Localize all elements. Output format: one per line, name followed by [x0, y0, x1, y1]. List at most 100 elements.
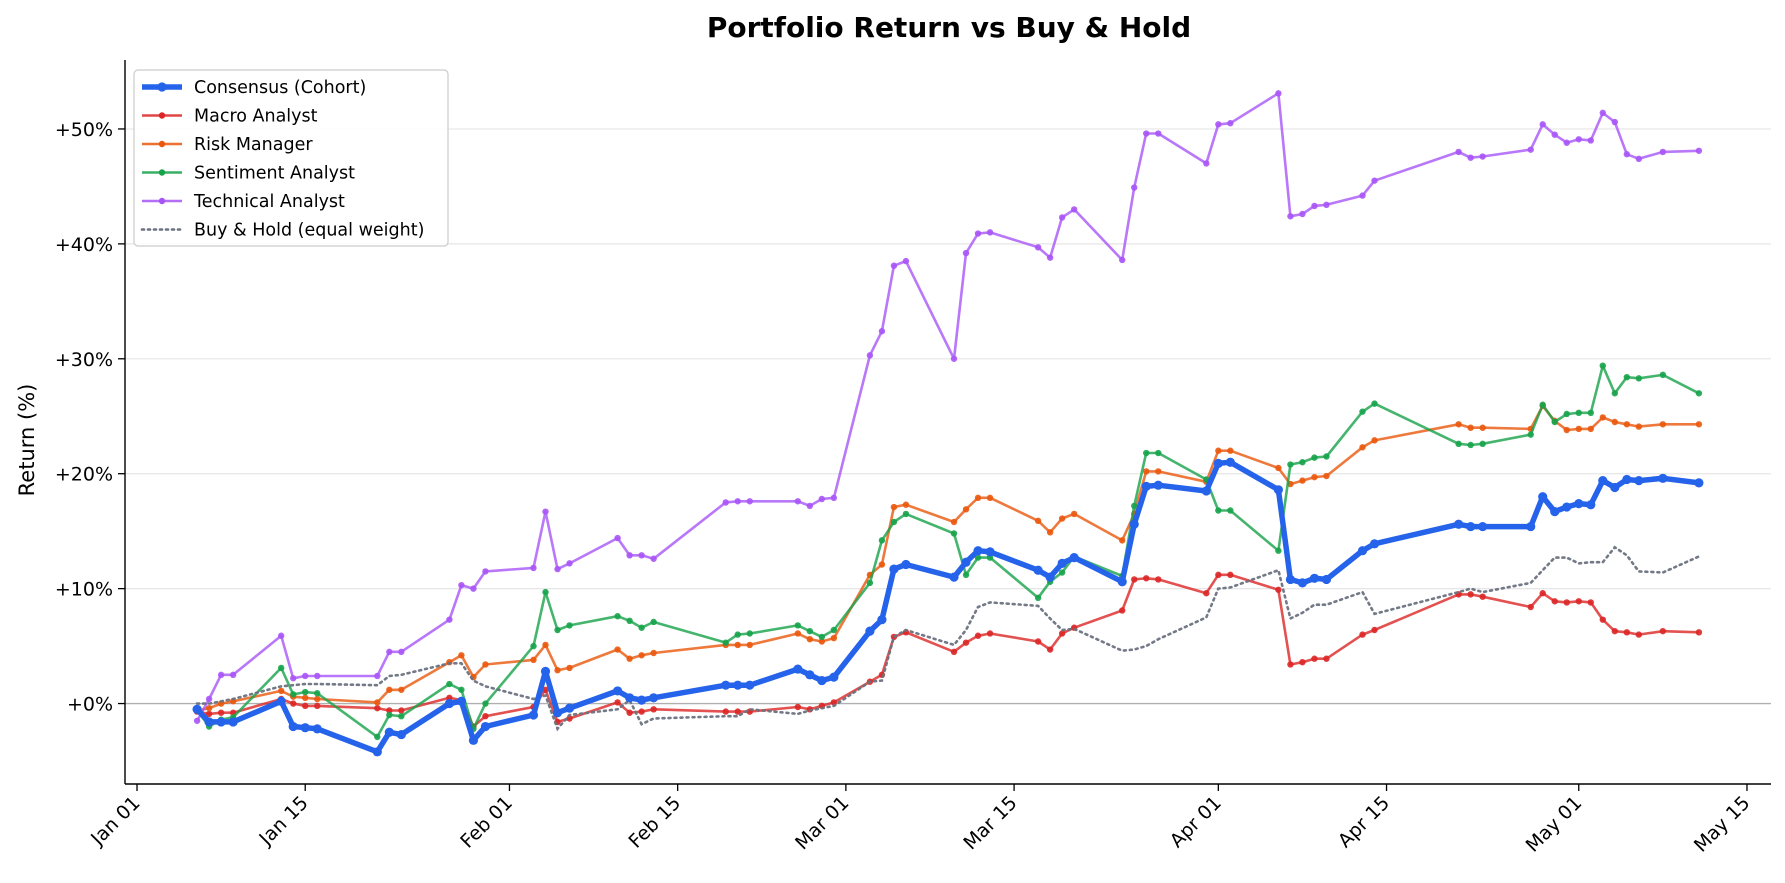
data-point — [793, 664, 803, 674]
data-point — [398, 707, 405, 714]
data-point — [1323, 453, 1330, 460]
data-point — [1539, 590, 1546, 597]
data-point — [1599, 109, 1606, 117]
data-point — [890, 503, 898, 511]
data-point — [1309, 573, 1320, 583]
data-point — [1287, 461, 1294, 468]
x-tick-label: Mar 15 — [959, 792, 1021, 854]
data-point — [482, 661, 489, 668]
data-point — [1299, 210, 1306, 218]
data-point — [530, 642, 537, 650]
data-point — [1575, 598, 1582, 605]
legend-item: Risk Manager — [142, 135, 313, 155]
legend-item: Sentiment Analyst — [142, 164, 355, 184]
data-point — [1131, 576, 1138, 583]
data-point — [1563, 426, 1570, 434]
data-point — [1611, 418, 1619, 426]
x-tick-label: May 01 — [1522, 792, 1587, 857]
data-point — [398, 648, 405, 656]
data-point — [1551, 418, 1558, 426]
data-point — [974, 230, 982, 237]
data-point — [1131, 184, 1138, 191]
data-point — [734, 631, 741, 638]
data-point — [217, 709, 225, 716]
data-point — [902, 510, 910, 518]
data-point — [554, 565, 561, 573]
data-point — [794, 703, 802, 711]
data-point — [386, 648, 393, 656]
data-point — [902, 257, 910, 265]
chart-title: Portfolio Return vs Buy & Hold — [707, 11, 1191, 44]
data-point — [805, 670, 815, 680]
data-point — [1563, 139, 1570, 146]
data-point — [1155, 576, 1162, 583]
y-tick-label: +40% — [55, 234, 113, 256]
data-point — [1599, 362, 1606, 369]
data-point — [1587, 409, 1594, 417]
data-point — [1658, 473, 1668, 483]
data-point — [277, 687, 285, 695]
data-point — [878, 537, 886, 544]
legend-item: Technical Analyst — [142, 192, 345, 212]
data-point — [1058, 569, 1066, 576]
data-point — [386, 711, 393, 719]
x-tick-label: May 15 — [1690, 792, 1755, 857]
legend-label: Risk Manager — [194, 135, 313, 155]
series-risk-manager — [193, 402, 1703, 714]
data-point — [614, 534, 621, 542]
data-point — [1070, 206, 1078, 213]
data-point — [1575, 136, 1582, 143]
data-point — [1659, 148, 1667, 156]
data-point — [650, 618, 657, 626]
data-point — [1538, 492, 1548, 502]
data-point — [1046, 646, 1054, 653]
data-point — [229, 671, 237, 679]
data-point — [456, 696, 467, 706]
data-point — [950, 518, 958, 526]
data-point — [1299, 459, 1306, 466]
x-tick-label: Feb 15 — [624, 792, 685, 853]
data-point — [974, 494, 982, 502]
data-point — [1599, 616, 1606, 623]
data-point — [1539, 121, 1546, 128]
data-point — [865, 626, 875, 636]
data-point — [1311, 202, 1318, 210]
data-point — [962, 506, 970, 513]
data-point — [1635, 375, 1643, 382]
data-point — [650, 649, 657, 657]
data-point — [626, 552, 633, 559]
data-point — [1058, 515, 1066, 522]
data-point — [614, 646, 621, 653]
series-line — [196, 404, 1699, 712]
data-point — [1527, 146, 1534, 153]
data-point — [794, 630, 802, 637]
data-point — [1034, 638, 1042, 645]
data-point — [1119, 607, 1126, 614]
data-point — [1227, 447, 1234, 454]
data-point — [1455, 148, 1462, 156]
data-point — [458, 686, 465, 693]
data-point — [288, 721, 298, 732]
data-point — [205, 704, 213, 712]
data-point — [1034, 594, 1042, 602]
data-point — [1659, 627, 1667, 635]
data-point — [314, 672, 321, 680]
data-point — [1058, 214, 1066, 221]
data-point — [889, 564, 899, 574]
data-point — [950, 355, 958, 362]
data-point — [1479, 440, 1486, 448]
legend-marker — [157, 82, 167, 92]
x-tick-label: Mar 01 — [791, 792, 853, 854]
data-point — [638, 624, 645, 631]
data-point — [1467, 591, 1474, 598]
data-point — [961, 557, 971, 567]
data-point — [1695, 390, 1703, 397]
data-point — [986, 494, 994, 502]
data-point — [1623, 373, 1631, 381]
data-point — [1359, 192, 1366, 199]
data-point — [1695, 421, 1703, 428]
data-point — [1527, 603, 1534, 611]
data-point — [302, 702, 309, 710]
y-tick-label: +10% — [55, 579, 113, 601]
data-point — [1155, 468, 1162, 475]
